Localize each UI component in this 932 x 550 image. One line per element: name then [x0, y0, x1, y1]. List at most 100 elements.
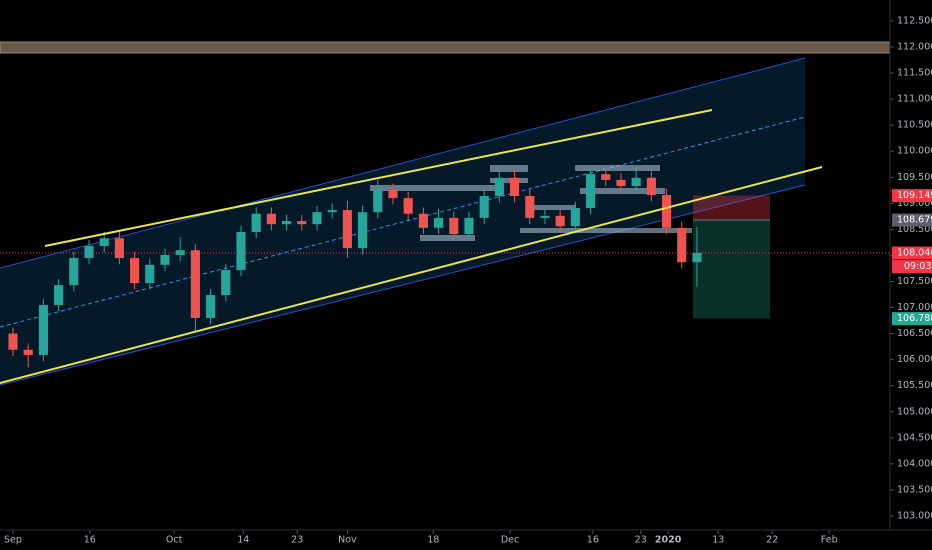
- countdown-tag: [892, 260, 932, 274]
- zone: [490, 165, 528, 172]
- x-tick-label: 23: [291, 535, 303, 546]
- price-tag: [892, 213, 932, 227]
- y-tick-label: 105.000: [897, 406, 932, 417]
- y-tick-label: 103.500: [897, 484, 932, 495]
- x-tick-label: 16: [84, 535, 96, 546]
- candle-body: [251, 213, 261, 232]
- candle-body: [297, 221, 307, 225]
- candle-body: [114, 238, 124, 259]
- candle-body: [206, 295, 216, 318]
- y-tick-label: 104.000: [897, 458, 932, 469]
- zone: [530, 205, 575, 210]
- y-tick-label: 110.500: [897, 120, 932, 131]
- candle-body: [38, 304, 48, 355]
- zone: [520, 228, 692, 233]
- candle-body: [464, 217, 474, 235]
- candle-body: [221, 270, 231, 296]
- y-tick-label: 106.000: [897, 354, 932, 365]
- candle-body: [494, 177, 504, 197]
- x-tick-label: 16: [587, 535, 599, 546]
- zone: [575, 165, 660, 171]
- countdown-label: 09:03: [904, 261, 931, 272]
- candle-body: [631, 177, 641, 187]
- zone: [580, 188, 665, 194]
- candle-body: [403, 198, 413, 214]
- price-tag: [892, 312, 932, 326]
- resistance-band: [0, 41, 891, 54]
- zone: [420, 235, 475, 241]
- y-tick-label: 109.500: [897, 172, 932, 183]
- zone: [370, 185, 495, 191]
- x-tick-label: 23: [635, 535, 647, 546]
- y-tick-label: 105.500: [897, 380, 932, 391]
- x-tick-label: Feb: [821, 535, 838, 546]
- candle-body: [130, 258, 140, 284]
- candle-body: [525, 196, 535, 218]
- candle-body: [160, 254, 170, 265]
- x-tick-label: 18: [427, 535, 439, 546]
- price-tag-label: 108.679: [897, 215, 932, 226]
- candle-body: [388, 189, 398, 199]
- candle-body: [327, 210, 337, 213]
- candles: [8, 166, 702, 368]
- y-tick-label: 111.000: [897, 94, 932, 105]
- candle-body: [342, 210, 352, 249]
- y-tick-label: 107.000: [897, 302, 932, 313]
- y-tick-label: 104.500: [897, 432, 932, 443]
- candle-body: [69, 258, 79, 286]
- price-tag: [892, 246, 932, 260]
- candle-body: [373, 189, 383, 213]
- candle-body: [479, 196, 489, 218]
- candle-body: [266, 213, 276, 225]
- y-tick-label: 112.000: [897, 42, 932, 53]
- candle-body: [449, 217, 459, 235]
- candle-body: [418, 213, 428, 228]
- candle-body: [145, 264, 155, 284]
- price-tag-label: 106.788: [897, 313, 932, 324]
- price-tag-label: 108.046: [897, 248, 932, 259]
- zone: [490, 178, 528, 183]
- candle-body: [312, 212, 322, 225]
- candle-body: [99, 238, 109, 247]
- y-tick-label: 109.000: [897, 198, 932, 209]
- y-tick-label: 110.000: [897, 146, 932, 157]
- y-tick-label: 103.000: [897, 510, 932, 521]
- x-tick-label: Nov: [338, 535, 357, 546]
- x-tick-label: Oct: [166, 535, 183, 546]
- candle-body: [236, 231, 246, 271]
- x-tick-label: 2020: [655, 535, 682, 546]
- candle-body: [570, 208, 580, 227]
- axes: 103.000 103.500 104.000 104.500 105.000 105.5…: [4, 15, 932, 545]
- x-tick-label: 13: [712, 535, 724, 546]
- y-tick-label: 108.500: [897, 224, 932, 235]
- candle-body: [190, 250, 200, 318]
- x-tick-label: Sep: [4, 535, 22, 546]
- candle-body: [586, 174, 596, 209]
- y-tick-label: 106.500: [897, 328, 932, 339]
- candle-body: [616, 179, 626, 187]
- candle-body: [8, 333, 18, 350]
- trend-line: [44, 109, 713, 247]
- channel-upper: [0, 57, 806, 269]
- candle-body: [646, 177, 656, 195]
- price-tag-label: 109.149: [897, 190, 932, 201]
- candle-body: [54, 285, 64, 305]
- candle-body: [540, 215, 550, 218]
- y-tick-label: 111.500: [897, 68, 932, 79]
- stop-zone: [693, 195, 770, 221]
- candle-body: [84, 246, 94, 259]
- candle-body: [662, 194, 672, 228]
- candle-body: [692, 252, 702, 263]
- x-tick-label: Dec: [501, 535, 519, 546]
- candle-body: [175, 250, 185, 255]
- candle-body: [434, 217, 444, 228]
- y-tick-label: 112.500: [897, 15, 932, 26]
- x-tick-label: 22: [766, 535, 778, 546]
- candle-body: [282, 221, 292, 225]
- trend-line: [0, 166, 823, 384]
- target-zone: [693, 220, 770, 319]
- x-tick-label: 14: [237, 535, 249, 546]
- zones: [370, 165, 692, 241]
